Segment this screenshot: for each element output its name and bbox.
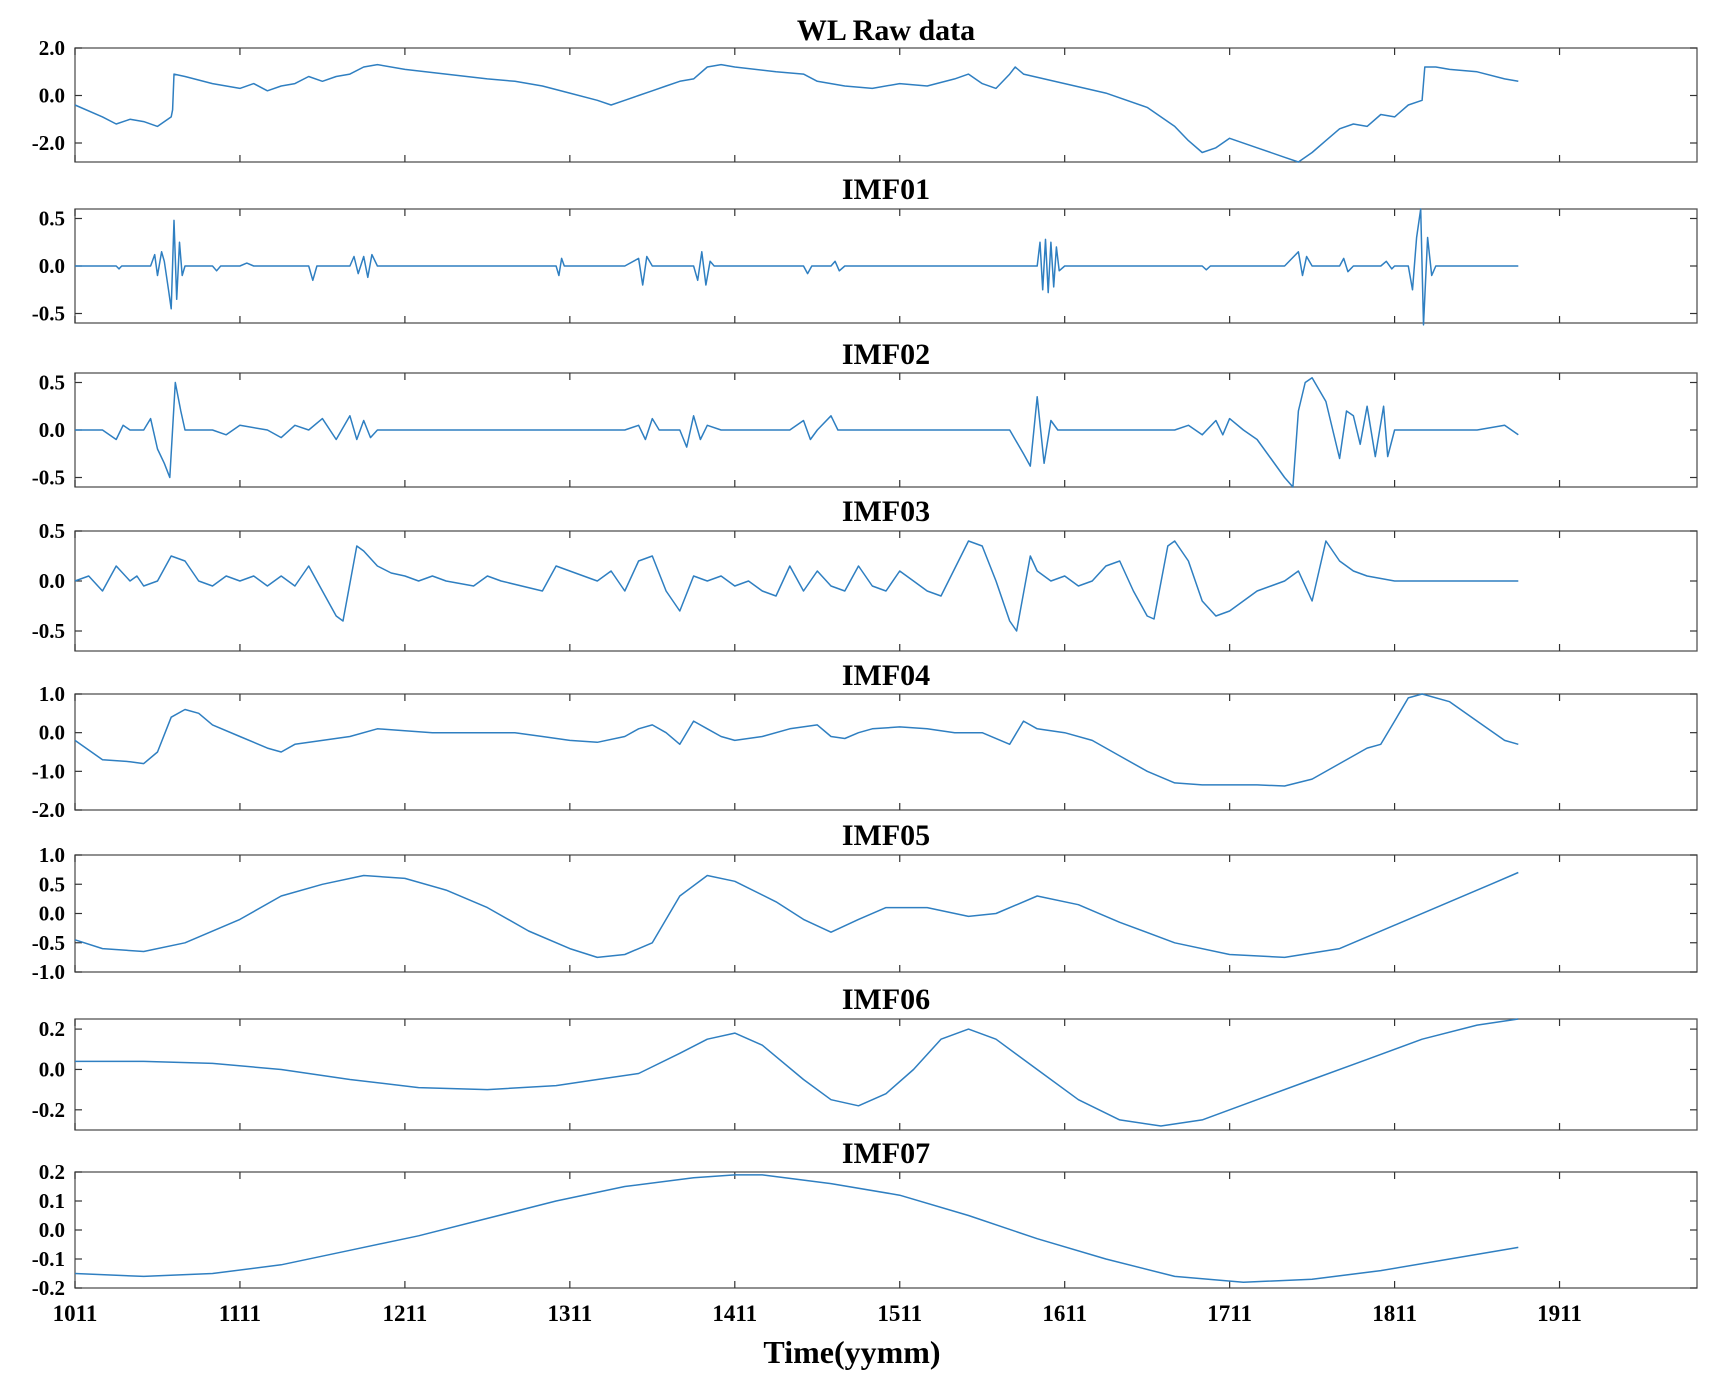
series-line xyxy=(74,871,1519,959)
y-tick-label: 0.5 xyxy=(39,872,65,896)
y-tick-label: 0.0 xyxy=(39,569,65,593)
y-tick-label: -0.5 xyxy=(32,302,65,326)
y-tick-label: 1.0 xyxy=(39,682,65,706)
subplot-2: IMF01 0.5 0.0 -0.5 xyxy=(32,173,1698,326)
subplot-title: IMF01 xyxy=(842,173,930,206)
y-tick-label: 0.0 xyxy=(39,902,65,926)
x-tick-label: 1611 xyxy=(1042,1301,1087,1326)
subplot-title: IMF02 xyxy=(842,338,930,371)
subplot-stack: WL Raw data2.00.0-2.0IMF010.50.0-0.5IMF0… xyxy=(32,14,1698,1326)
y-tick-label: 0.2 xyxy=(39,1160,65,1184)
y-tick-label: -1.0 xyxy=(32,960,65,984)
y-tick-label: 0.0 xyxy=(39,1218,65,1242)
plot-frame xyxy=(74,1171,1698,1289)
subplot-title: IMF04 xyxy=(842,659,930,692)
x-tick-label: 1511 xyxy=(877,1301,922,1326)
plot-frame xyxy=(74,854,1698,973)
y-tick-label: 0.0 xyxy=(39,254,65,278)
series-line xyxy=(75,208,1519,326)
y-tick-label: 0.0 xyxy=(39,84,65,108)
y-tick-label: 0.0 xyxy=(39,721,65,745)
subplot-title: IMF03 xyxy=(842,495,930,528)
y-tick-label: 0.5 xyxy=(39,207,65,231)
y-tick-label: 2.0 xyxy=(39,36,65,60)
series-line xyxy=(74,63,1519,163)
y-tick-label: -0.5 xyxy=(32,619,65,643)
subplot-8: IMF07 0.2 0.1 0.0 -0.1 -0.2 xyxy=(32,1137,1698,1300)
x-tick-label: 1911 xyxy=(1537,1301,1582,1326)
plot-frame xyxy=(74,530,1698,652)
y-tick-label: 1.0 xyxy=(39,843,65,867)
y-tick-label: -0.2 xyxy=(32,1276,65,1300)
subplot-6: IMF05 1.0 0.5 0.0 -0.5 -1.0 xyxy=(32,819,1698,984)
y-tick-label: -2.0 xyxy=(32,131,65,155)
y-tick-label: -2.0 xyxy=(32,798,65,822)
subplot-title: IMF06 xyxy=(842,983,930,1016)
y-tick-label: -0.1 xyxy=(32,1247,65,1271)
plot-frame xyxy=(74,47,1698,163)
x-tick-label: 1411 xyxy=(712,1301,757,1326)
subplot-7: IMF06 0.2 0.0 -0.2 xyxy=(32,983,1698,1131)
x-tick-label: 1111 xyxy=(219,1301,261,1326)
x-tick-label: 1311 xyxy=(547,1301,592,1326)
subplot-title: WL Raw data xyxy=(797,14,975,47)
series-line xyxy=(74,540,1519,632)
series-line xyxy=(75,1018,1519,1127)
subplot-5: IMF04 1.0 0.0 -1.0 -2.0 xyxy=(32,659,1698,822)
plot-frame xyxy=(74,1018,1698,1131)
y-tick-label: 0.1 xyxy=(39,1189,65,1213)
x-tick-label: 1711 xyxy=(1207,1301,1252,1326)
x-tick-label: 1011 xyxy=(53,1301,98,1326)
subplot-title: IMF05 xyxy=(842,819,930,852)
y-tick-label: 0.5 xyxy=(39,519,65,543)
series-line xyxy=(75,377,1519,488)
series-line xyxy=(74,1174,1519,1283)
y-tick-label: 0.2 xyxy=(39,1017,65,1041)
x-tick-label: 1811 xyxy=(1372,1301,1417,1326)
y-tick-label: 0.5 xyxy=(39,371,65,395)
y-tick-label: -0.5 xyxy=(32,466,65,490)
y-tick-label: -0.2 xyxy=(32,1098,65,1122)
subplot-title: IMF07 xyxy=(842,1137,930,1170)
y-tick-label: -1.0 xyxy=(32,759,65,783)
y-tick-label: -0.5 xyxy=(32,931,65,955)
subplot-1: WL Raw data 2.0 0.0 -2.0 xyxy=(32,14,1698,163)
subplot-4: IMF03 0.5 0.0 -0.5 xyxy=(32,495,1698,652)
subplot-3: IMF02 0.5 0.0 -0.5 xyxy=(32,338,1698,490)
x-tick-label: 1211 xyxy=(383,1301,428,1326)
y-tick-label: 0.0 xyxy=(39,1057,65,1081)
x-axis-label: Time(yymm) xyxy=(763,1334,940,1370)
y-tick-label: 0.0 xyxy=(39,418,65,442)
series-line xyxy=(74,693,1519,787)
plot-frame xyxy=(74,693,1698,811)
